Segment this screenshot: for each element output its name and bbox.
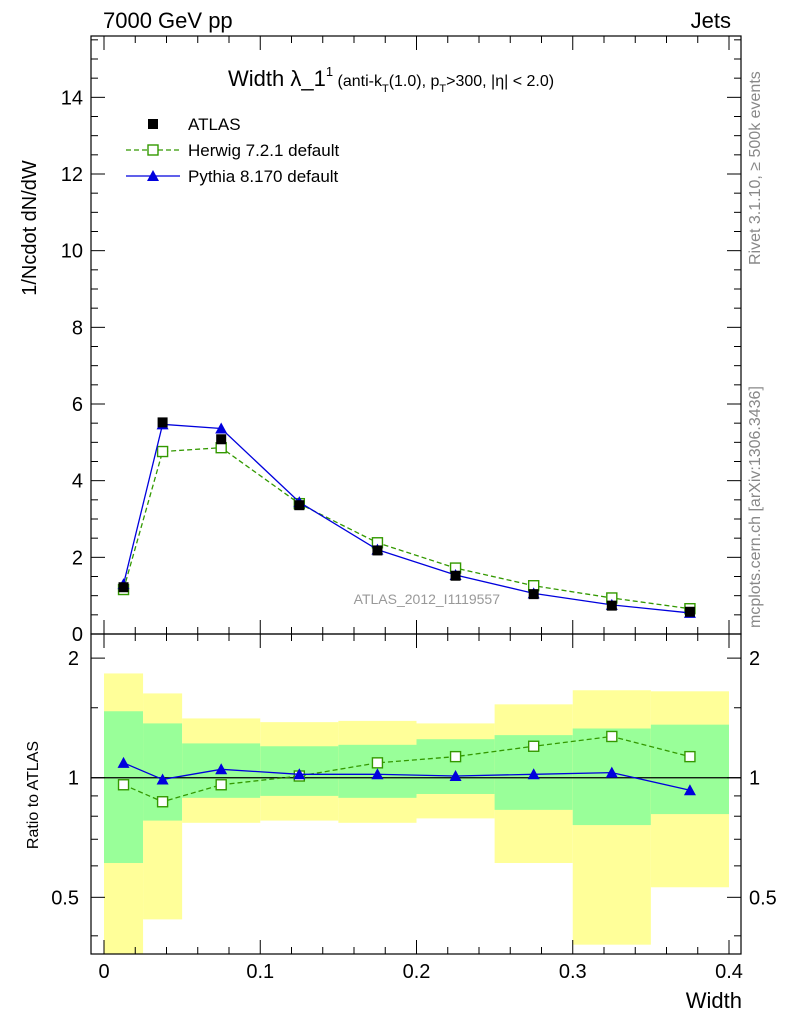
ratio-ytick-label-right: 1 (749, 768, 760, 790)
main-point-atlas (372, 545, 383, 556)
plot-title: Width λ_11 (anti-kT(1.0), pT>300, |η| < … (228, 64, 554, 95)
ratio-point-herwig (449, 750, 462, 763)
analysis-watermark: ATLAS_2012_I1119557 (354, 591, 501, 607)
main-point-atlas (684, 606, 695, 617)
main-point-atlas (450, 570, 461, 581)
main-ytick-label: 12 (61, 164, 83, 186)
legend-label-herwig: Herwig 7.2.1 default (188, 141, 339, 160)
ratio-point-pythia (371, 768, 384, 780)
legend-marker-herwig (147, 144, 159, 156)
ratio-xtick-label: 0.2 (403, 961, 431, 983)
mcplots-label: mcplots.cern.ch [arXiv:1306.3436] (747, 386, 764, 628)
main-point-atlas (216, 434, 227, 445)
ratio-point-pythia (605, 766, 618, 778)
main-ytick-label: 14 (61, 87, 83, 109)
ratio-stat-band (650, 724, 729, 815)
subtitle-part2-sub: T (439, 83, 446, 95)
main-ytick-label: 6 (72, 394, 83, 416)
ratio-ylabel: Ratio to ATLAS (25, 741, 42, 849)
ratio-ytick-label-right: 0.5 (749, 887, 777, 909)
legend-label-pythia: Pythia 8.170 default (188, 167, 339, 186)
ratio-point-pythia (215, 763, 228, 775)
title-superscript: 1 (326, 64, 333, 79)
main-line-pythia (122, 423, 691, 614)
ratio-ytick-label-left: 1 (68, 768, 79, 790)
ratio-xtick-label: 0.3 (559, 961, 587, 983)
ratio-point-pythia (156, 773, 169, 785)
ratio-point-herwig (684, 750, 696, 763)
ratio-point-herwig (371, 757, 384, 769)
ratio-point-pythia (449, 769, 462, 781)
ratio-point-herwig (156, 796, 169, 808)
ratio-point-herwig (117, 779, 130, 791)
ratio-xlabel: Width (686, 988, 742, 1013)
ratio-ytick-label-left: 2 (68, 648, 79, 670)
ratio-ytick-label-left: 0.5 (51, 887, 79, 909)
ratio-point-pythia (527, 768, 540, 780)
ratio-point-pythia (293, 768, 306, 780)
legend-label-atlas: ATLAS (188, 115, 241, 134)
ratio-xtick-label: 0.1 (246, 961, 274, 983)
main-point-atlas (606, 600, 617, 611)
main-line-herwig (122, 447, 691, 610)
ratio-point-herwig (606, 730, 618, 743)
main-ytick-label: 10 (61, 241, 83, 263)
energy-label: 7000 GeV pp (103, 8, 233, 33)
ratio-point-herwig (527, 740, 540, 752)
main-point-atlas (528, 589, 539, 600)
ratio-xtick-label: 0.4 (715, 961, 743, 983)
ratio-point-herwig (215, 779, 227, 791)
ratio-ytick-label-right: 2 (749, 648, 760, 670)
ratio-series-pythia (117, 756, 696, 796)
legend: ATLAS Herwig 7.2.1 default Pythia 8.170 de… (126, 115, 339, 186)
main-series-atlas (118, 417, 695, 617)
legend-marker-atlas (148, 119, 158, 129)
main-point-atlas (157, 417, 168, 428)
main-ytick-label: 2 (72, 547, 83, 569)
ratio-point-pythia (117, 756, 130, 768)
subtitle-part3: >300, |η| < 2.0) (446, 73, 554, 90)
ratio-series-herwig (117, 730, 696, 808)
ratio-stat-band (416, 739, 495, 794)
main-ytick-label: 4 (72, 471, 83, 493)
legend-marker-pythia (147, 170, 159, 181)
main-point-atlas (294, 500, 305, 511)
main-point-atlas (118, 582, 129, 593)
category-label: Jets (691, 8, 731, 33)
main-series-herwig (117, 442, 696, 615)
title-main: Width λ_1 (228, 66, 326, 91)
subtitle-part1: (anti-k (333, 73, 383, 90)
subtitle-part1-sub: T (382, 83, 389, 95)
main-ylabel: 1/Ncdot dN/dW (19, 160, 41, 296)
main-ytick-label: 0 (72, 624, 83, 646)
main-point-pythia (215, 422, 228, 434)
main-point-herwig (156, 445, 169, 458)
rivet-label: Rivet 3.1.10, ≥ 500k events (747, 71, 764, 265)
main-ytick-label: 8 (72, 317, 83, 339)
subtitle-part2: (1.0), p (389, 73, 440, 90)
ratio-point-pythia (683, 784, 696, 796)
ratio-xtick-label: 0 (98, 961, 109, 983)
